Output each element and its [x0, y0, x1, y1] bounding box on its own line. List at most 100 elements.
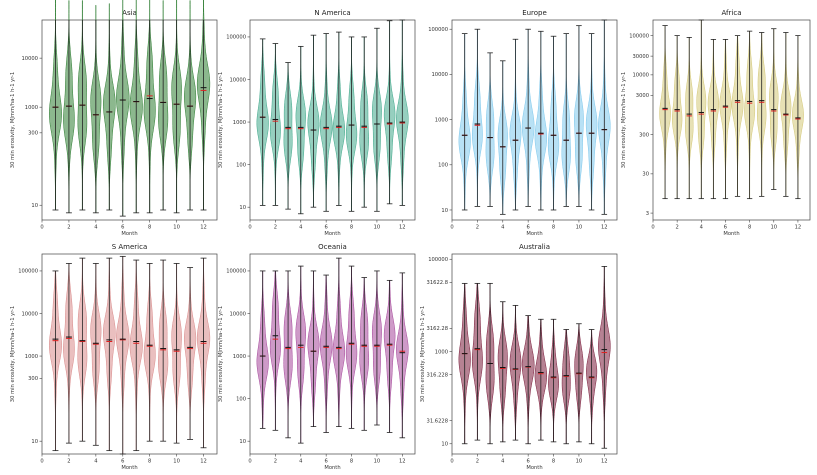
x-axis-label: Month [121, 465, 137, 471]
y-axis-label: 30 min erosivity, MJmm/ha-1 h-1 yr-1 [10, 72, 16, 168]
x-tick-label: 6 [121, 225, 124, 231]
y-tick-label: 31.6228 [427, 419, 448, 425]
x-tick-label: 0 [651, 225, 654, 231]
plot-frame [451, 19, 618, 221]
x-tick-label: 12 [399, 225, 406, 231]
y-tick-label: 1000 [25, 105, 38, 111]
x-tick-label: 4 [700, 225, 704, 231]
x-tick-label: 2 [274, 459, 277, 465]
plot-frame [451, 253, 618, 455]
y-axis-label: 30 min erosivity, MJmm/ha-1 h-1 yr-1 [420, 306, 426, 402]
y-tick-label: 100000 [428, 257, 448, 263]
y-axis-label: 30 min erosivity, MJmm/ha-1 h-1 yr-1 [218, 72, 224, 168]
y-tick-label: 10 [31, 203, 38, 209]
x-tick-label: 10 [576, 459, 583, 465]
y-tick-label: 10000 [632, 73, 649, 79]
y-tick-label: 10000 [21, 56, 38, 62]
plot-frame [41, 253, 218, 455]
x-axis-label: Month [324, 465, 340, 471]
chart-title: S America [112, 243, 148, 251]
x-tick-label: 12 [200, 225, 207, 231]
x-tick-label: 12 [795, 225, 802, 231]
x-tick-label: 4 [299, 225, 303, 231]
y-tick-label: 1000 [435, 117, 448, 123]
x-tick-label: 0 [450, 459, 453, 465]
x-tick-label: 12 [601, 459, 608, 465]
chart-panel-europe: Europe 10 100 1000 10000 100000 0 2 4 6 8 10 12 Month [428, 9, 618, 237]
y-tick-label: 3000 [636, 93, 649, 99]
x-tick-label: 6 [324, 459, 327, 465]
x-tick-label: 2 [67, 225, 70, 231]
y-tick-label: 10000 [431, 72, 448, 78]
x-tick-label: 8 [350, 459, 353, 465]
y-tick-label: 10 [31, 439, 38, 445]
chart-title: Asia [122, 9, 137, 17]
y-tick-label: 3162.28 [427, 326, 448, 332]
x-tick-label: 2 [476, 225, 479, 231]
x-tick-label: 8 [148, 459, 151, 465]
x-tick-label: 4 [299, 459, 303, 465]
y-tick-label: 10000 [21, 311, 38, 317]
x-tick-label: 8 [552, 225, 555, 231]
y-tick-label: 100000 [629, 33, 649, 39]
y-axis-label: 30 min erosivity, MJmm/ha-1 h-1 yr-1 [218, 306, 224, 402]
x-tick-label: 0 [450, 225, 453, 231]
y-tick-label: 10 [441, 442, 448, 448]
x-tick-label: 4 [501, 459, 505, 465]
y-tick-label: 3 [646, 211, 649, 217]
chart-panel-australia: Australia 10 31.6228 316.228 1000 3162.28 3162… [420, 243, 618, 471]
y-tick-label: 300 [639, 132, 649, 138]
y-tick-label: 100 [236, 396, 246, 402]
x-tick-label: 6 [121, 459, 124, 465]
plot-frame [249, 253, 416, 455]
x-tick-label: 8 [148, 225, 151, 231]
plot-frame [249, 19, 416, 221]
x-tick-label: 2 [274, 225, 277, 231]
y-tick-label: 100000 [428, 27, 448, 33]
x-axis-label: Month [526, 231, 542, 237]
y-tick-label: 1000 [25, 354, 38, 360]
x-tick-label: 0 [248, 459, 251, 465]
x-tick-label: 4 [501, 225, 505, 231]
x-tick-label: 0 [40, 225, 43, 231]
plot-frame [41, 19, 218, 221]
x-tick-label: 0 [248, 225, 251, 231]
y-tick-label: 10000 [229, 311, 246, 317]
x-tick-label: 12 [399, 459, 406, 465]
chart-panel-africa: Africa 3 30 300 3000 30000 10000 100000 0 2 4 6 8 10 1… [621, 9, 811, 237]
x-tick-label: 4 [94, 225, 98, 231]
y-tick-label: 300 [28, 131, 38, 137]
x-tick-label: 6 [324, 225, 327, 231]
y-tick-label: 10 [239, 205, 246, 211]
y-tick-label: 100 [236, 162, 246, 168]
y-tick-label: 300 [28, 376, 38, 382]
x-tick-label: 8 [748, 225, 751, 231]
y-tick-label: 100 [438, 163, 448, 169]
y-tick-label: 100000 [226, 35, 246, 41]
x-tick-label: 2 [67, 459, 70, 465]
x-axis-label: Month [324, 231, 340, 237]
chart-title: Oceania [318, 243, 347, 251]
x-tick-label: 6 [526, 225, 529, 231]
x-tick-label: 10 [374, 225, 381, 231]
x-tick-label: 10 [374, 459, 381, 465]
chart-panel-asia: Asia 10 300 1000 10000 0 2 4 6 8 10 12 Month 30 min e… [10, 0, 218, 237]
x-tick-label: 10 [173, 225, 180, 231]
x-tick-label: 12 [200, 459, 207, 465]
y-tick-label: 316.228 [427, 372, 448, 378]
x-tick-label: 2 [476, 459, 479, 465]
x-tick-label: 6 [724, 225, 727, 231]
x-tick-label: 4 [94, 459, 98, 465]
chart-panel-n-america: N America 10 100 1000 10000 100000 0 2 4 6 8 10 12 Mo… [218, 9, 416, 237]
chart-title: Australia [519, 243, 550, 251]
chart-title: Africa [722, 9, 742, 17]
y-axis-label: 30 min erosivity, MJmm/ha-1 h-1 yr-1 [621, 72, 627, 168]
x-tick-label: 2 [675, 225, 678, 231]
x-tick-label: 8 [552, 459, 555, 465]
x-tick-label: 10 [770, 225, 777, 231]
chart-title: Europe [522, 9, 547, 17]
y-tick-label: 30000 [632, 54, 649, 60]
y-tick-label: 10 [441, 208, 448, 214]
y-tick-label: 100000 [226, 269, 246, 275]
